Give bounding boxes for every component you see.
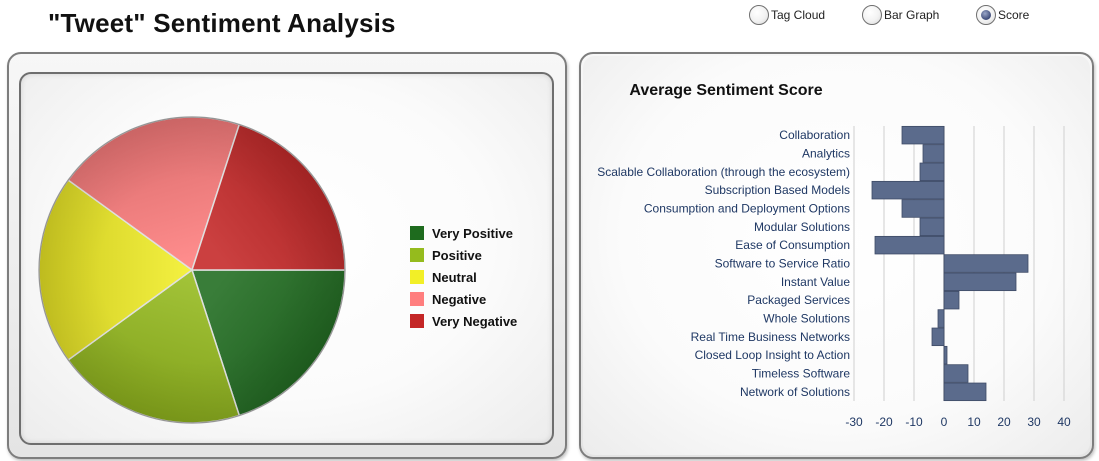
- legend-label-neutral: Neutral: [432, 270, 477, 285]
- x-tick-label: -10: [905, 415, 923, 429]
- bar-graph-option[interactable]: Bar Graph: [862, 4, 939, 26]
- view-selector: Tag Cloud Bar Graph Score: [749, 4, 1079, 26]
- score-option[interactable]: Score: [976, 4, 1029, 26]
- category-label-network-of-solutions: Network of Solutions: [740, 385, 850, 399]
- legend-swatch-very-positive: [410, 226, 424, 240]
- bar-scalable-collaboration-through-the-ecosystem: [919, 162, 945, 182]
- category-label-analytics: Analytics: [802, 147, 850, 161]
- bar-consumption-and-deployment-options: [901, 199, 945, 218]
- pie-chart: Very Positive Positive Neutral Negative Very…: [38, 116, 517, 424]
- bar-x-axis: -30 -20 -10 0 10 20 30 40: [845, 415, 1071, 429]
- legend-label-negative: Negative: [432, 292, 486, 307]
- category-label-whole-solutions: Whole Solutions: [763, 312, 850, 326]
- x-tick-label: -30: [845, 415, 863, 429]
- category-label-consumption-and-deployment-options: Consumption and Deployment Options: [644, 202, 850, 216]
- legend-label-positive: Positive: [432, 248, 482, 263]
- sentiment-bar-chart: Average Sentiment Score Collaboration Ana…: [597, 82, 1071, 429]
- bar-series: [871, 125, 1029, 402]
- pie-shade: [39, 117, 345, 423]
- category-label-modular-solutions: Modular Solutions: [754, 220, 850, 234]
- bar-graph-radio[interactable]: [862, 5, 882, 25]
- pie-legend: Very Positive Positive Neutral Negative Very…: [410, 226, 517, 329]
- bar-analytics: [922, 144, 945, 163]
- bar-timeless-software: [943, 364, 969, 383]
- category-label-instant-value: Instant Value: [781, 275, 850, 289]
- sentiment-score-panel: Average Sentiment Score Collaboration Ana…: [579, 52, 1094, 459]
- bar-whole-solutions: [937, 309, 945, 328]
- bar-closed-loop-insight-to-action: [943, 345, 948, 365]
- bar-chart-title: Average Sentiment Score: [629, 82, 822, 99]
- bar-collaboration: [901, 125, 945, 145]
- sentiment-score-card: Average Sentiment Score Collaboration Ana…: [583, 56, 1090, 455]
- x-tick-label: 20: [997, 415, 1011, 429]
- bar-category-labels: Collaboration Analytics Scalable Collabora…: [597, 128, 850, 399]
- bar-ease-of-consumption: [874, 235, 945, 255]
- legend-swatch-very-negative: [410, 314, 424, 328]
- x-tick-label: 30: [1027, 415, 1041, 429]
- bar-instant-value: [943, 272, 1017, 292]
- bar-packaged-services: [943, 290, 960, 310]
- x-tick-label: 0: [941, 415, 948, 429]
- category-label-subscription-based-models: Subscription Based Models: [705, 183, 850, 197]
- bar-real-time-business-networks: [931, 327, 945, 347]
- category-label-real-time-business-networks: Real Time Business Networks: [691, 330, 850, 344]
- tag-cloud-option[interactable]: Tag Cloud: [749, 4, 825, 26]
- bar-graph-label: Bar Graph: [884, 8, 940, 22]
- pie-chart-card: Very Positive Positive Neutral Negative Very…: [19, 72, 554, 445]
- tag-cloud-label: Tag Cloud: [771, 8, 826, 22]
- tag-cloud-radio[interactable]: [749, 5, 769, 25]
- legend-swatch-positive: [410, 248, 424, 262]
- bar-subscription-based-models: [871, 180, 945, 200]
- category-label-scalable-collaboration-through-the-ecosystem: Scalable Collaboration (through the ecos…: [597, 165, 850, 179]
- category-label-packaged-services: Packaged Services: [747, 293, 850, 307]
- category-label-timeless-software: Timeless Software: [752, 367, 851, 381]
- legend-swatch-neutral: [410, 270, 424, 284]
- category-label-closed-loop-insight-to-action: Closed Loop Insight to Action: [695, 348, 850, 362]
- score-label: Score: [998, 8, 1030, 22]
- x-tick-label: -20: [875, 415, 893, 429]
- score-radio[interactable]: [976, 5, 996, 25]
- bar-software-to-service-ratio: [943, 254, 1029, 273]
- category-label-ease-of-consumption: Ease of Consumption: [735, 238, 850, 252]
- pie-chart-panel: Very Positive Positive Neutral Negative Very…: [7, 52, 567, 459]
- legend-label-very-positive: Very Positive: [432, 226, 513, 241]
- page-title: "Tweet" Sentiment Analysis: [48, 8, 396, 38]
- category-label-collaboration: Collaboration: [779, 128, 850, 142]
- bar-modular-solutions: [919, 217, 945, 237]
- x-tick-label: 40: [1057, 415, 1071, 429]
- legend-label-very-negative: Very Negative: [432, 314, 517, 329]
- bar-network-of-solutions: [943, 382, 987, 402]
- x-tick-label: 10: [967, 415, 981, 429]
- legend-swatch-negative: [410, 292, 424, 306]
- category-label-software-to-service-ratio: Software to Service Ratio: [715, 257, 851, 271]
